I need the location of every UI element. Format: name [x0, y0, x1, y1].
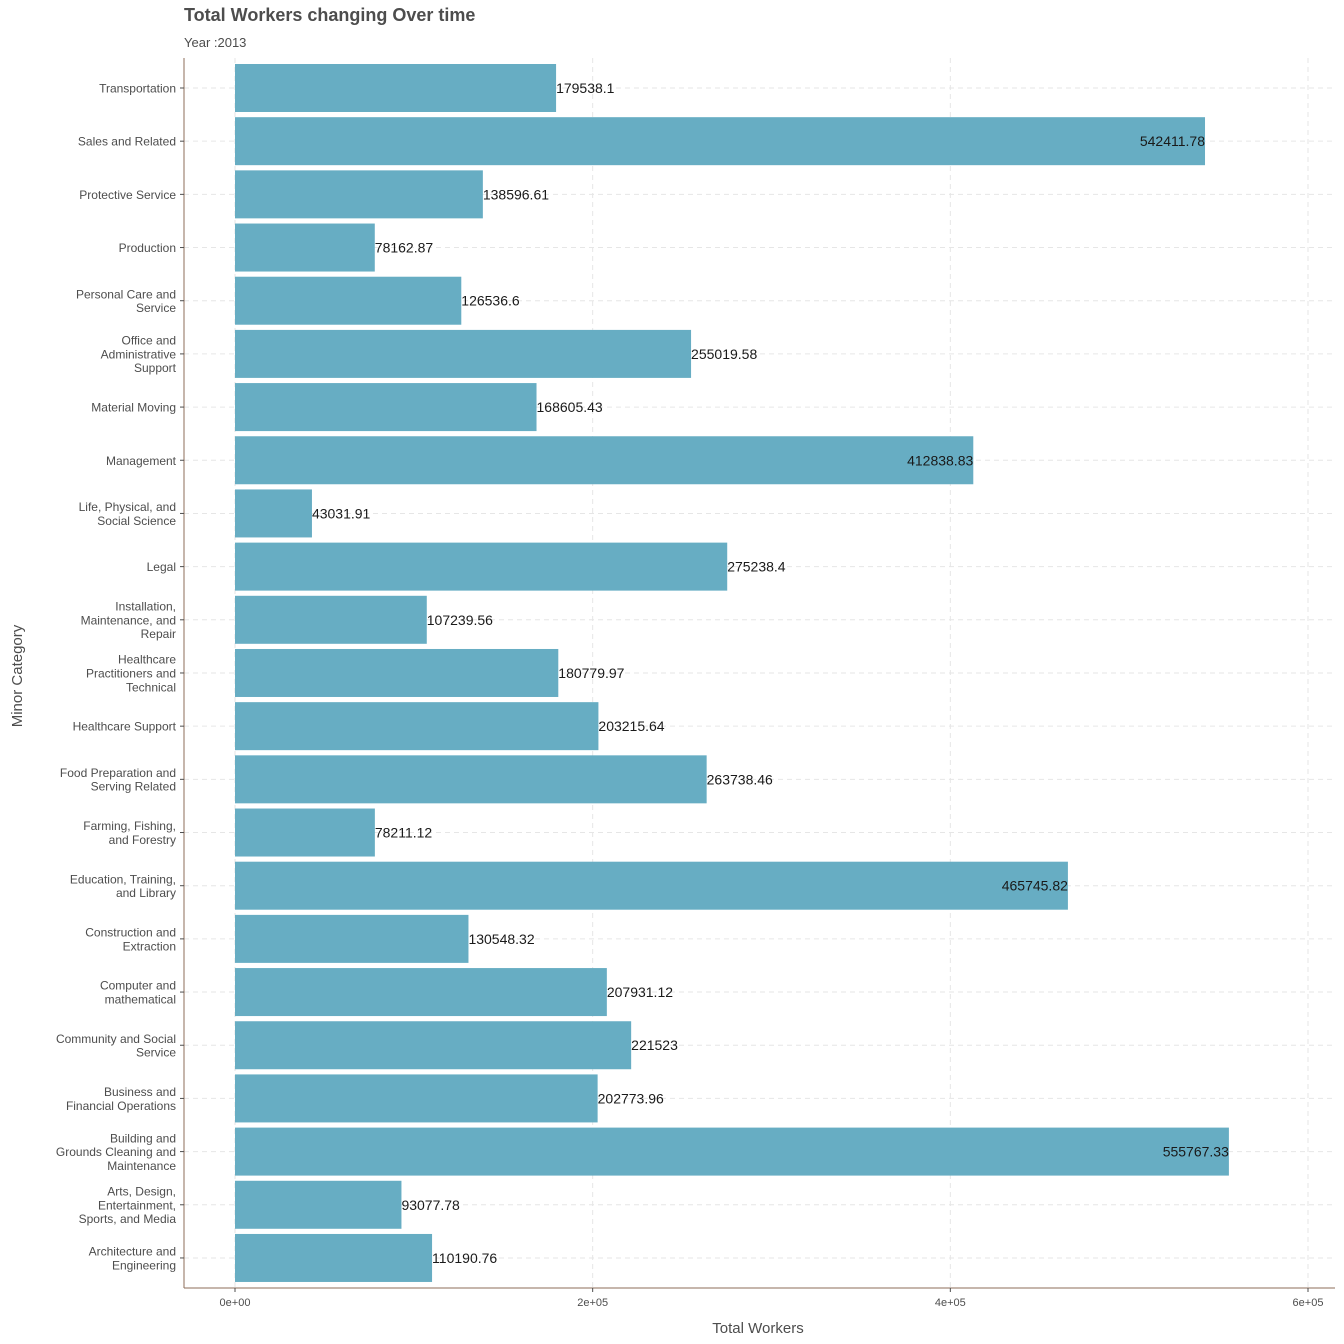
bar — [235, 329, 692, 378]
x-tick-label: 2e+05 — [577, 1297, 608, 1309]
y-tick-label: Architecture and Engineering — [89, 1245, 176, 1273]
y-tick-label: Protective Service — [79, 188, 176, 202]
bar — [235, 1127, 1229, 1176]
bar — [235, 489, 312, 538]
x-axis-title: Total Workers — [712, 1320, 803, 1337]
bar — [235, 383, 537, 432]
y-tick-label: Community and Social Service — [56, 1032, 176, 1060]
x-tick-label: 4e+05 — [935, 1297, 966, 1309]
data-label: 542411.78 — [1140, 133, 1205, 149]
data-label: 412838.83 — [907, 452, 973, 468]
data-label: 263738.46 — [707, 771, 773, 787]
bar — [235, 648, 559, 697]
chart-title: Total Workers changing Over time — [184, 5, 476, 25]
bar — [235, 755, 707, 804]
bar — [235, 117, 1206, 166]
data-label: 465745.82 — [1002, 878, 1068, 894]
bar — [235, 595, 427, 644]
bar — [235, 861, 1068, 910]
y-tick-label: Office and Administrative Support — [101, 334, 177, 376]
data-label: 255019.58 — [691, 346, 757, 362]
data-label: 168605.43 — [537, 399, 603, 415]
x-tick-label: 6e+05 — [1293, 1297, 1324, 1309]
bar — [235, 170, 483, 219]
bar — [235, 64, 557, 112]
bar — [235, 702, 599, 751]
data-label: 78162.87 — [375, 240, 434, 256]
x-tick-label: 0e+00 — [220, 1297, 251, 1309]
y-tick-label: Construction and Extraction — [85, 925, 176, 953]
axes — [180, 58, 1335, 1292]
y-tick-label: Business and Financial Operations — [66, 1085, 176, 1113]
y-tick-label: Management — [106, 454, 177, 468]
chart-subtitle: Year :2013 — [184, 35, 247, 50]
data-label: 93077.78 — [401, 1197, 460, 1213]
bar — [235, 914, 469, 963]
data-label: 43031.91 — [312, 505, 371, 521]
labels: 179538.1 542411.78 138596.61 78162.87 126536… — [56, 80, 1324, 1309]
y-tick-label: Sales and Related — [78, 135, 176, 149]
y-tick-label: Computer and mathematical — [100, 979, 176, 1007]
y-tick-label: Transportation — [99, 82, 176, 96]
bars — [235, 64, 1229, 1282]
y-tick-label: Building and Grounds Cleaning and Maintena… — [56, 1131, 176, 1173]
y-tick-label: Healthcare Support — [73, 720, 177, 734]
y-tick-label: Life, Physical, and Social Science — [79, 500, 177, 528]
data-label: 138596.61 — [483, 186, 549, 202]
data-label: 203215.64 — [598, 718, 664, 734]
y-tick-label: Personal Care and Service — [76, 287, 176, 315]
y-tick-label: Education, Training, and Library — [70, 872, 176, 900]
data-label: 179538.1 — [556, 80, 615, 96]
data-label: 555767.33 — [1163, 1144, 1229, 1160]
y-tick-label: Legal — [147, 560, 176, 574]
bar — [235, 1021, 632, 1070]
bar — [235, 436, 974, 485]
y-tick-label: Production — [119, 241, 176, 255]
data-label: 221523 — [631, 1037, 678, 1053]
data-label: 78211.12 — [375, 825, 433, 841]
bar — [235, 542, 728, 591]
y-tick-label: Farming, Fishing, and Forestry — [83, 819, 176, 847]
y-tick-label: Food Preparation and Serving Related — [60, 766, 176, 794]
y-axis-title: Minor Category — [9, 624, 26, 727]
y-tick-label: Arts, Design, Entertainment, Sports, and M… — [79, 1184, 177, 1226]
bar — [235, 808, 375, 857]
bar — [235, 223, 375, 272]
data-label: 275238.4 — [727, 559, 786, 575]
bar — [235, 276, 462, 325]
bar — [235, 1180, 402, 1229]
data-label: 180779.97 — [558, 665, 624, 681]
data-label: 110190.76 — [432, 1250, 497, 1266]
data-label: 126536.6 — [461, 293, 520, 309]
y-tick-label: Material Moving — [91, 401, 176, 415]
bar — [235, 1074, 598, 1123]
y-tick-label: Healthcare Practitioners and Technical — [86, 653, 176, 695]
data-label: 107239.56 — [427, 612, 493, 628]
y-tick-label: Installation, Maintenance, and Repair — [81, 600, 176, 642]
data-label: 130548.32 — [468, 931, 534, 947]
data-label: 202773.96 — [598, 1090, 664, 1106]
bar — [235, 968, 607, 1017]
data-label: 207931.12 — [607, 984, 673, 1000]
bar — [235, 1233, 433, 1282]
